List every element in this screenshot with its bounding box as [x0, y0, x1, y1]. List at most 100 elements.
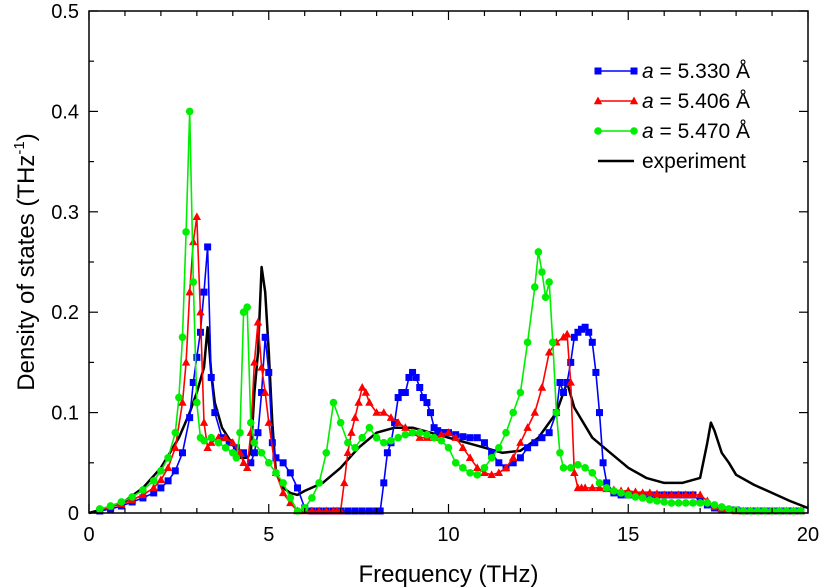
data-point [560, 389, 568, 397]
legend-marker [629, 96, 639, 105]
data-point [516, 454, 524, 462]
legend-label-value: experiment [642, 150, 746, 173]
data-point [409, 368, 417, 376]
ticks-layer: 0 5 10 15 20 0 0.1 0.2 0.3 0.4 0.5 [51, 1, 819, 546]
x-tick-label: 15 [617, 524, 639, 546]
data-point [178, 333, 187, 342]
data-point [185, 107, 194, 116]
data-point [466, 434, 474, 442]
data-point [376, 507, 384, 515]
data-point [149, 477, 158, 485]
data-point [150, 489, 158, 497]
data-point [235, 448, 245, 456]
data-point [340, 478, 349, 487]
data-point [178, 449, 186, 457]
data-point [645, 488, 655, 497]
data-point [171, 428, 180, 437]
y-tick-label: 0.2 [51, 302, 79, 324]
data-point [559, 464, 568, 472]
data-point [386, 413, 396, 421]
data-point [631, 493, 640, 501]
data-point [350, 413, 360, 421]
data-point [401, 423, 410, 431]
y-axis-title-main: Density of states (THz [13, 155, 40, 391]
data-point [585, 328, 593, 336]
data-point [480, 468, 489, 477]
legend-entry-3: experiment [598, 150, 746, 173]
data-point [580, 483, 590, 492]
data-point [581, 464, 589, 472]
data-point [189, 378, 197, 386]
data-point [398, 389, 406, 397]
data-point [257, 448, 266, 457]
data-point [171, 467, 179, 475]
series-2 [95, 107, 805, 515]
legend-label-value: = 5.470 Å [654, 120, 750, 143]
data-point [427, 409, 435, 417]
legend-label: experiment [642, 150, 746, 173]
data-point [595, 483, 604, 492]
data-point [523, 423, 532, 431]
data-point [667, 490, 676, 499]
data-point [617, 489, 625, 497]
data-point [509, 408, 518, 417]
data-point [444, 443, 453, 452]
data-point [419, 394, 427, 402]
data-point [149, 483, 158, 492]
data-point [401, 430, 410, 439]
data-point [157, 467, 165, 475]
data-point [473, 434, 481, 442]
data-point [336, 418, 345, 427]
data-point [674, 490, 683, 499]
data-point [544, 347, 554, 356]
data-point [156, 475, 166, 484]
y-tick-label: 0.5 [51, 1, 79, 23]
legend-marker [630, 67, 638, 75]
data-point [415, 428, 424, 437]
data-point [624, 491, 633, 499]
data-point [265, 368, 273, 376]
data-point [465, 453, 475, 461]
data-point [272, 469, 280, 477]
data-point [300, 504, 309, 512]
data-point [211, 409, 219, 417]
data-point [412, 373, 420, 381]
data-point [181, 357, 191, 366]
data-point [163, 463, 173, 472]
legend-marker [593, 96, 603, 105]
legend: a = 5.330 Åa = 5.406 Åa = 5.470 Åexperim… [593, 60, 750, 173]
data-point [530, 408, 539, 416]
data-point [258, 389, 266, 397]
data-point [286, 494, 295, 502]
data-point [638, 488, 647, 497]
y-axis-title: Density of states (THz-1) [11, 133, 40, 390]
legend-label: a = 5.470 Å [642, 120, 750, 143]
legend-marker [594, 67, 602, 75]
data-point [725, 505, 733, 513]
data-point [459, 464, 467, 472]
x-tick-label: 5 [263, 524, 274, 546]
data-point [538, 268, 546, 276]
data-point [588, 338, 596, 346]
data-point [570, 468, 579, 477]
data-point [240, 449, 248, 457]
data-point [247, 459, 255, 467]
data-point [516, 438, 525, 446]
data-point [354, 398, 363, 406]
data-point [253, 317, 263, 326]
data-point [660, 498, 668, 506]
data-point [322, 448, 331, 457]
data-point [487, 470, 496, 479]
data-point [254, 429, 262, 437]
x-tick-label: 10 [437, 524, 459, 546]
data-point [574, 328, 582, 336]
data-point [228, 438, 237, 446]
data-point [182, 228, 190, 236]
data-point [157, 484, 165, 492]
data-point [344, 507, 352, 515]
data-point [365, 398, 374, 406]
data-point [391, 419, 399, 427]
data-point [408, 428, 417, 437]
data-point [703, 499, 712, 507]
data-point [495, 459, 503, 467]
